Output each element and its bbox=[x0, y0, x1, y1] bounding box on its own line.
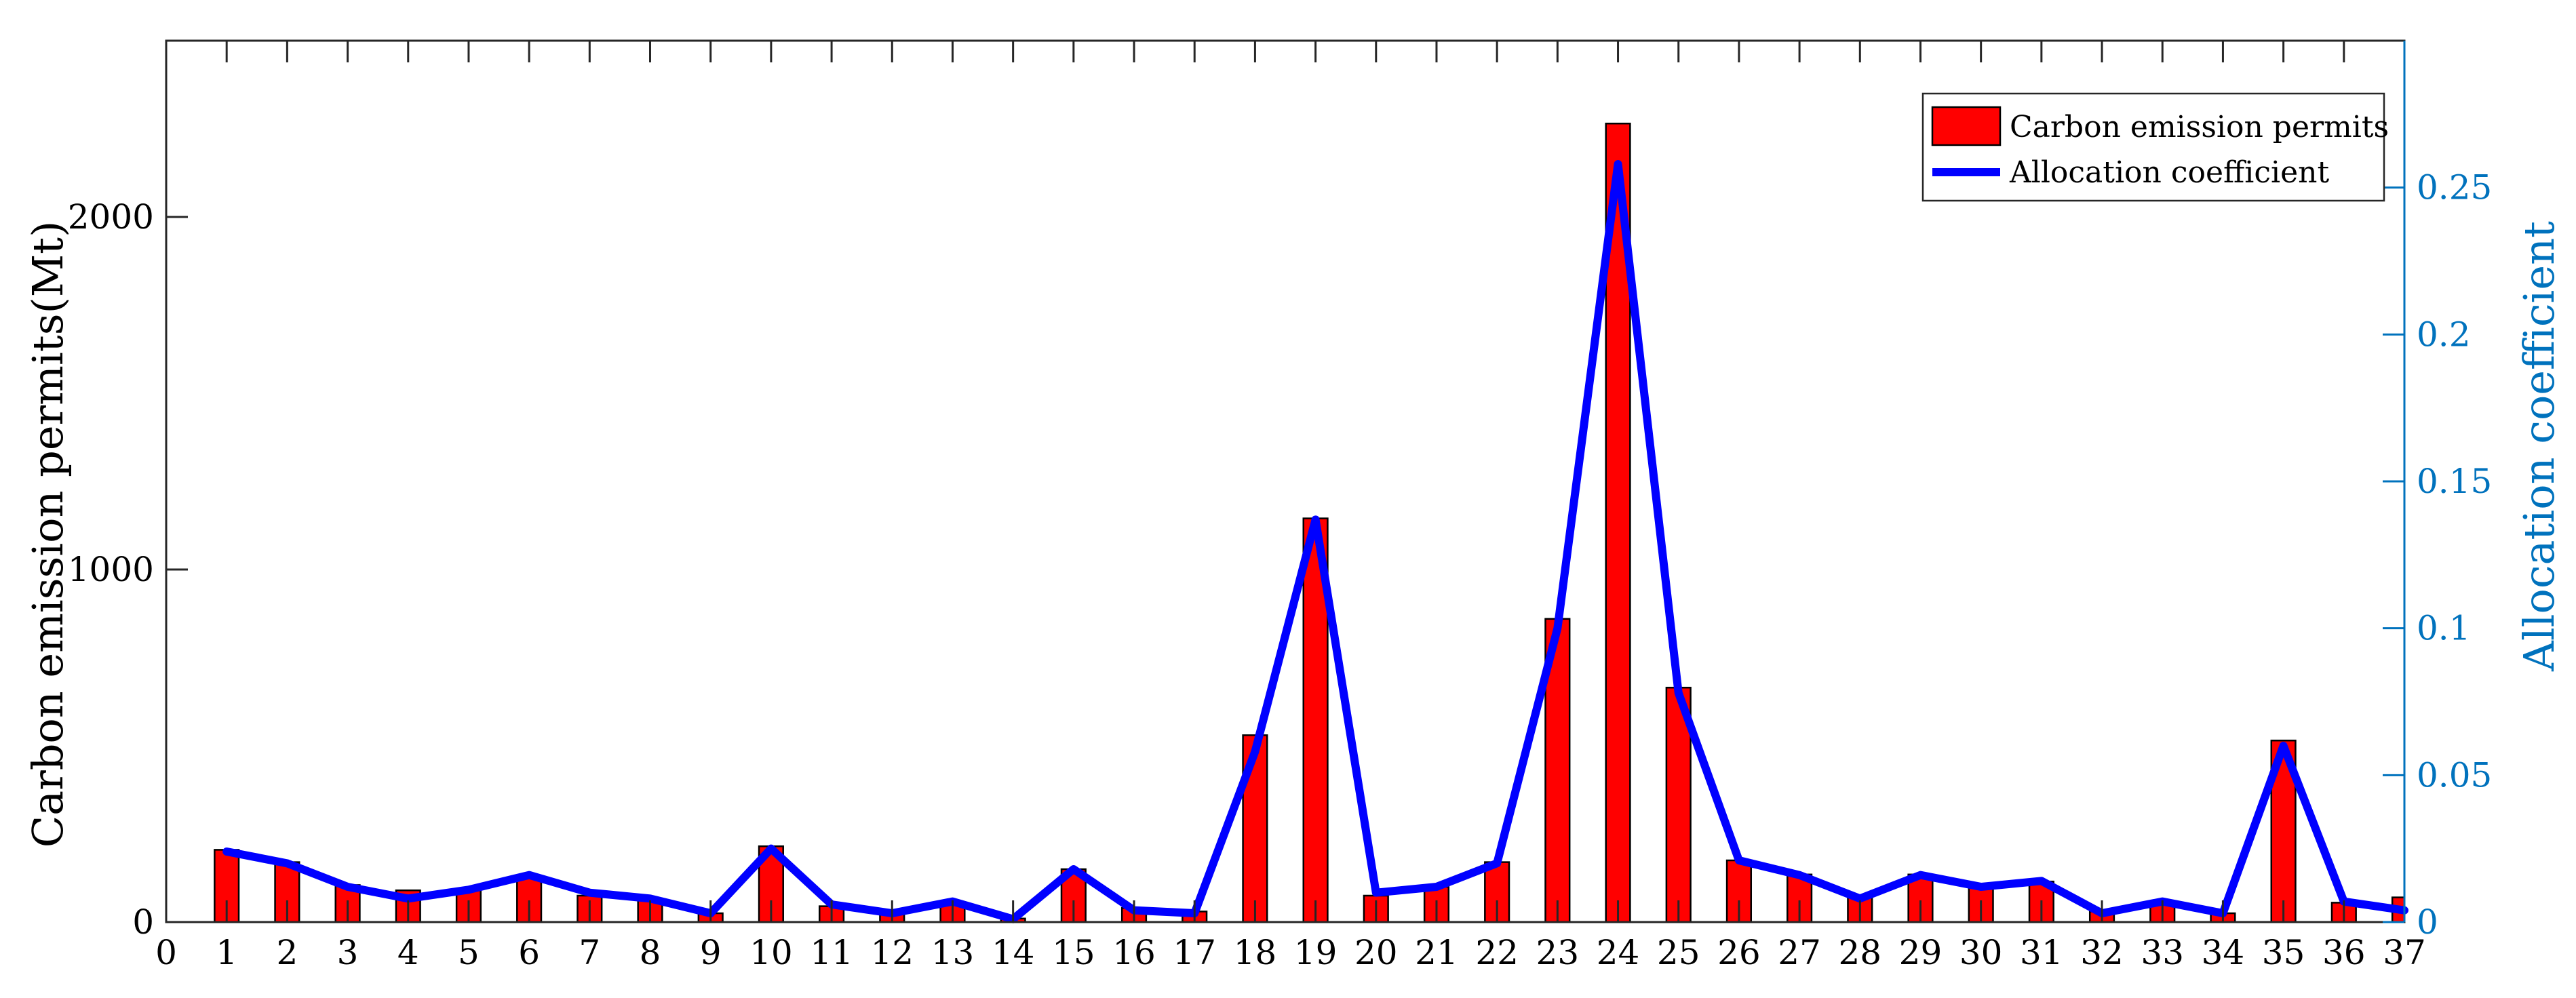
y-tick-label: 1000 bbox=[68, 550, 154, 589]
x-tick-label: 23 bbox=[1536, 933, 1580, 972]
line-path bbox=[222, 160, 2408, 923]
line-series bbox=[222, 160, 2408, 923]
legend-label-line: Allocation coefficient bbox=[2009, 155, 2329, 190]
x-tick-label: 14 bbox=[992, 933, 1035, 972]
x-tick-label: 30 bbox=[1959, 933, 2003, 972]
x-tick-label: 7 bbox=[579, 933, 600, 972]
bar-series bbox=[214, 122, 2406, 923]
x-tick-label: 4 bbox=[397, 933, 419, 972]
y2-tick-label: 0.2 bbox=[2417, 315, 2471, 354]
x-tick-label: 10 bbox=[749, 933, 793, 972]
x-tick-label: 15 bbox=[1052, 933, 1095, 972]
x-tick-label: 12 bbox=[870, 933, 914, 972]
y2-tick-label: 0.25 bbox=[2417, 168, 2492, 207]
axes: 0 1 2 3 4 5 6 7 8 9 10 11 12 13 14 15 16 17 18 19 20 21 22 23 24… bbox=[68, 41, 2492, 972]
x-tick-label: 0 bbox=[155, 933, 177, 972]
x-tick-label: 11 bbox=[810, 933, 853, 972]
y-tick-label: 0 bbox=[132, 902, 154, 942]
x-tick-label: 6 bbox=[518, 933, 540, 972]
x-tick-label: 21 bbox=[1415, 933, 1458, 972]
y2-tick-label: 0.1 bbox=[2417, 609, 2471, 648]
x-tick-label: 20 bbox=[1354, 933, 1398, 972]
legend: Carbon emission permits Allocation coeffi… bbox=[1921, 92, 2389, 202]
x-tick-label: 17 bbox=[1173, 933, 1216, 972]
x-tick-label: 31 bbox=[2020, 933, 2063, 972]
y-tick-label: 2000 bbox=[68, 197, 154, 237]
x-tick-label: 13 bbox=[931, 933, 975, 972]
x-tick-label: 3 bbox=[337, 933, 359, 972]
x-tick-label: 26 bbox=[1717, 933, 1761, 972]
legend-label-bar: Carbon emission permits bbox=[2010, 110, 2389, 144]
x-tick-label: 25 bbox=[1657, 933, 1700, 972]
y2-tick-label: 0 bbox=[2417, 902, 2438, 942]
x-tick-label: 19 bbox=[1294, 933, 1338, 972]
x-tick-label: 37 bbox=[2383, 933, 2426, 972]
x-tick-label: 22 bbox=[1475, 933, 1519, 972]
x-tick-label: 16 bbox=[1112, 933, 1156, 972]
x-tick-label: 24 bbox=[1597, 933, 1640, 972]
y2-tick-label: 0.05 bbox=[2417, 755, 2492, 795]
x-tick-label: 32 bbox=[2080, 933, 2124, 972]
x-tick-label: 9 bbox=[700, 933, 722, 972]
x-tick-label: 28 bbox=[1838, 933, 1881, 972]
x-tick-label: 8 bbox=[640, 933, 661, 972]
x-tick-label: 34 bbox=[2202, 933, 2245, 972]
y2-tick-label: 0.15 bbox=[2417, 462, 2492, 501]
y-axis-label: Carbon emission permits(Mt) bbox=[23, 221, 73, 848]
x-tick-label: 29 bbox=[1899, 933, 1943, 972]
x-tick-label: 5 bbox=[458, 933, 480, 972]
x-tick-label: 2 bbox=[276, 933, 298, 972]
x-tick-label: 35 bbox=[2262, 933, 2305, 972]
legend-swatch-bar bbox=[1931, 106, 2002, 146]
x-tick-label: 33 bbox=[2141, 933, 2184, 972]
y2-axis-label: Allocation coefficient bbox=[2514, 221, 2564, 672]
x-tick-label: 27 bbox=[1778, 933, 1821, 972]
x-tick-label: 18 bbox=[1234, 933, 1277, 972]
x-tick-label: 1 bbox=[216, 933, 237, 972]
x-tick-label: 36 bbox=[2322, 933, 2366, 972]
